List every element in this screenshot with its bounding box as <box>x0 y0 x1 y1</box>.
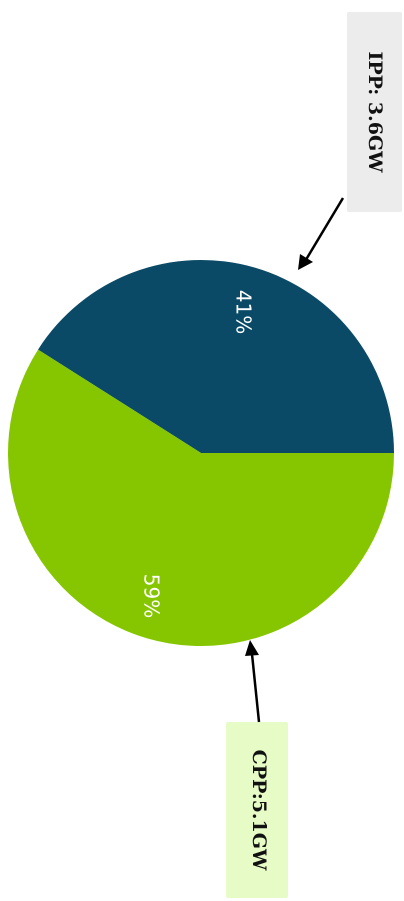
callout-box-ipp <box>347 12 402 212</box>
callout-text-cpp: CPP:5.1GW <box>248 750 270 871</box>
callout-arrowhead-cpp <box>245 640 259 656</box>
pie-slice-cpp <box>7 349 394 646</box>
callout-text-ipp: IPP: 3.6GW <box>364 51 386 173</box>
slice-labels: 41% 59% <box>140 290 256 618</box>
callout-arrowhead-ipp <box>298 254 313 270</box>
callout-box-cpp <box>226 722 288 898</box>
callout-cpp: CPP:5.1GW <box>226 640 288 898</box>
slice-label-ipp: 41% <box>232 290 256 334</box>
callout-arrow-ipp <box>302 197 345 264</box>
pie-slices <box>7 259 394 646</box>
slice-label-cpp: 59% <box>140 574 164 618</box>
pie-slice-ipp <box>38 259 394 453</box>
callout-ipp: IPP: 3.6GW <box>298 12 402 270</box>
callout-arrow-cpp <box>250 653 261 723</box>
